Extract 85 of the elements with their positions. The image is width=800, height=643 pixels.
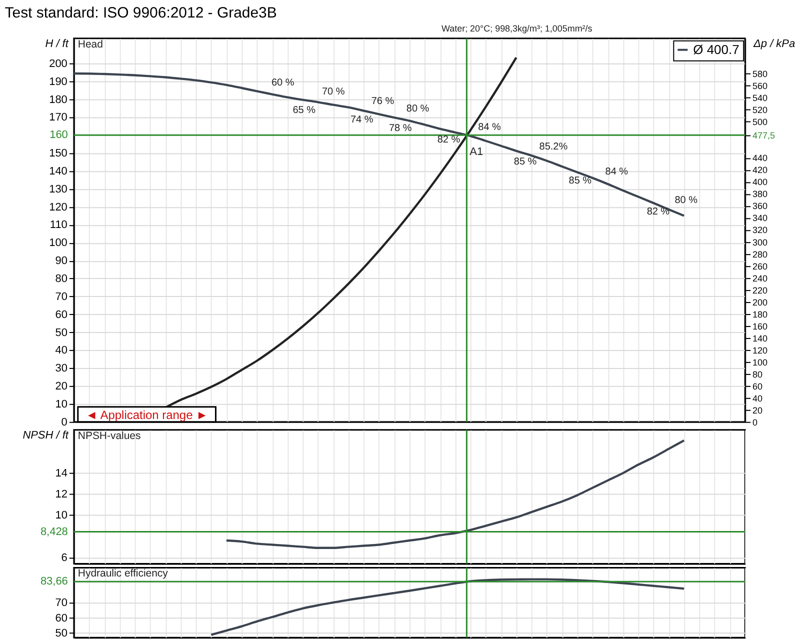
- y2-axis-title: Δp / kPa: [752, 38, 796, 50]
- y2-tick-label: 420: [752, 165, 768, 176]
- y-tick-label: 40: [55, 344, 68, 357]
- y2-tick-label: 500: [752, 117, 768, 128]
- annotation: 78 %: [389, 122, 412, 134]
- y2-tick-label: 380: [752, 189, 768, 200]
- ref-line-label: 160: [50, 129, 68, 142]
- y-tick-label: 80: [55, 272, 68, 285]
- legend-label: Ø 400.7: [693, 42, 740, 57]
- y2-tick-label: 0: [752, 417, 758, 428]
- y-tick-label: 150: [49, 148, 68, 160]
- y-tick-label: 180: [49, 94, 68, 106]
- annotation: ◄ Application range ►: [86, 408, 208, 422]
- y-tick-label: 14: [55, 468, 68, 480]
- annotation: 85.2%: [539, 142, 568, 153]
- y2-tick-label: 180: [752, 309, 768, 320]
- y-tick-label: 50: [55, 326, 68, 339]
- y-tick-label: 30: [55, 362, 68, 375]
- annotation: 76 %: [371, 96, 394, 108]
- annotation: Hydraulic efficiency: [78, 568, 169, 580]
- annotation: 80 %: [406, 104, 430, 115]
- y-axis-title: NPSH / ft: [22, 429, 70, 442]
- y2-tick-label: 520: [752, 105, 768, 116]
- annotation: 84 %: [478, 122, 502, 133]
- y2-tick-label: 220: [752, 285, 768, 296]
- annotation: A1: [470, 146, 484, 158]
- y-tick-label: 10: [55, 398, 68, 410]
- y-tick-label: 100: [49, 237, 68, 250]
- y2-tick-label: 477,5: [752, 130, 776, 141]
- y-tick-label: 70: [55, 596, 68, 609]
- y-tick-label: 6: [61, 552, 68, 564]
- y2-tick-label: 320: [752, 225, 768, 236]
- annotation: NPSH-values: [78, 430, 141, 442]
- y2-tick-label: 240: [752, 273, 768, 284]
- annotation: 70 %: [322, 86, 345, 98]
- y2-tick-label: 120: [752, 345, 768, 356]
- y2-tick-label: 160: [752, 321, 768, 332]
- chart-subtitle: Water; 20°C; 998,3kg/m³; 1,005mm²/s: [441, 23, 593, 34]
- annotation: 74 %: [350, 114, 374, 126]
- y-tick-label: 0: [61, 416, 68, 428]
- annotation: 80 %: [674, 195, 698, 206]
- y2-tick-label: 400: [752, 177, 768, 188]
- annotation: 82 %: [437, 134, 460, 146]
- y-tick-label: 90: [55, 255, 68, 268]
- annotation: 82 %: [646, 206, 670, 218]
- y2-tick-label: 300: [752, 237, 768, 248]
- y2-tick-label: 560: [752, 81, 768, 92]
- y-tick-label: 120: [49, 201, 68, 214]
- y-tick-label: 12: [55, 488, 68, 501]
- y2-tick-label: 580: [752, 69, 768, 80]
- y-tick-label: 70: [55, 290, 68, 303]
- chart-title: Test standard: ISO 9906:2012 - Grade3B: [4, 4, 277, 22]
- y2-tick-label: 280: [752, 249, 768, 260]
- y2-tick-label: 60: [752, 381, 763, 392]
- y-tick-label: 140: [49, 165, 68, 178]
- y2-tick-label: 200: [752, 297, 768, 308]
- y2-tick-label: 100: [752, 357, 768, 368]
- ref-line-label: 83,66: [40, 576, 68, 588]
- y2-tick-label: 80: [752, 369, 763, 380]
- annotation: 84 %: [605, 166, 628, 178]
- y2-tick-label: 360: [752, 201, 768, 212]
- y2-tick-label: 540: [752, 93, 768, 104]
- y2-tick-label: 40: [752, 393, 763, 404]
- annotation: 65 %: [292, 104, 316, 116]
- ref-line-label: 8,428: [40, 526, 68, 538]
- y-tick-label: 130: [49, 183, 68, 196]
- y-tick-label: 20: [55, 380, 68, 393]
- y-axis-title: H / ft: [45, 38, 70, 50]
- y2-tick-label: 260: [752, 261, 768, 272]
- y-tick-label: 10: [55, 510, 68, 522]
- y2-tick-label: 440: [752, 153, 768, 164]
- y2-tick-label: 140: [752, 333, 768, 344]
- y-tick-label: 50: [55, 628, 68, 640]
- y2-tick-label: 20: [752, 405, 763, 416]
- y2-tick-label: 340: [752, 213, 768, 224]
- annotation: 85 %: [514, 156, 537, 168]
- annotation: Head: [78, 39, 104, 50]
- annotation: 85 %: [568, 175, 592, 186]
- y-tick-label: 190: [49, 76, 68, 88]
- y-tick-label: 60: [55, 612, 68, 624]
- y-tick-label: 60: [55, 308, 68, 321]
- y-tick-label: 200: [49, 58, 68, 70]
- annotation: 60 %: [272, 78, 294, 89]
- y-tick-label: 170: [49, 112, 68, 124]
- y-tick-label: 110: [50, 219, 68, 232]
